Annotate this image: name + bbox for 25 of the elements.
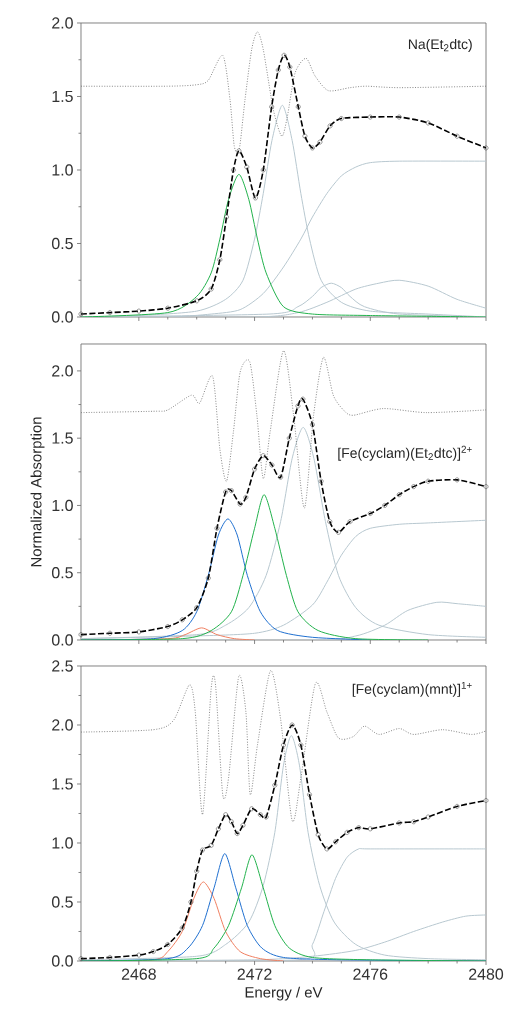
y-tick-label: 1.5 [52, 90, 73, 103]
x-tick-label: 2476 [353, 968, 388, 980]
y-axis-title: Normalized Absorption [30, 417, 45, 567]
y-tick-label: 2.0 [52, 719, 73, 731]
y-tick-label: 1.0 [52, 164, 73, 176]
y-tick-label: 0.0 [51, 311, 73, 323]
x-tick-label: 2468 [121, 968, 156, 980]
x-axis-title: Energy / eV [245, 986, 323, 1001]
y-tick-label: 0.5 [51, 567, 73, 579]
y-tick-label: 0.5 [51, 237, 73, 250]
y-tick-label: 0.0 [51, 955, 73, 967]
annotation: Na(Et$_{2}$dtc) [408, 38, 472, 52]
annotation: [Fe(cyclam)(mnt)]$^{1+}$ [352, 681, 472, 697]
x-tick-label: 2480 [469, 968, 504, 980]
y-tick-label: 1.5 [52, 432, 73, 444]
y-tick-label: 2.0 [52, 365, 73, 377]
y-tick-label: 1.0 [52, 499, 73, 512]
x-tick-label: 2472 [237, 968, 272, 980]
y-tick-label: 1.0 [52, 837, 73, 849]
y-tick-label: 0.0 [51, 634, 73, 646]
y-tick-label: 2.0 [52, 17, 73, 29]
annotation: [Fe(cyclam)(Et$_{2}$dtc)]$^{2+}$ [338, 445, 472, 461]
y-tick-label: 1.5 [52, 778, 73, 790]
y-tick-label: 2.5 [52, 660, 73, 672]
y-tick-label: 0.5 [51, 896, 73, 908]
